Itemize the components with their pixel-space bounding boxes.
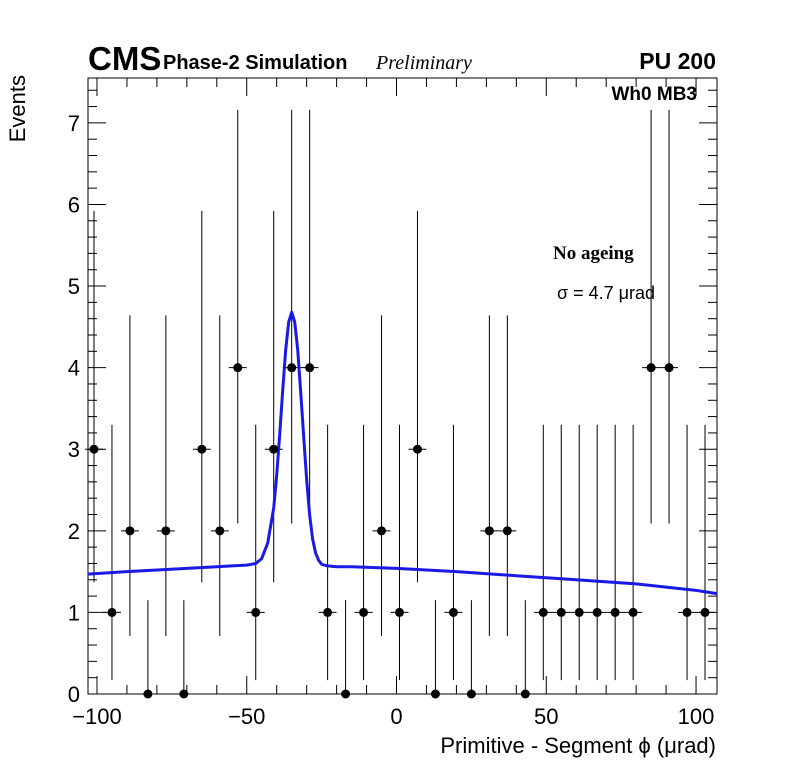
error-bar xyxy=(444,424,463,681)
error-bar xyxy=(516,600,535,695)
error-bar xyxy=(408,210,427,583)
data-point xyxy=(305,363,315,373)
error-bar xyxy=(480,315,499,637)
data-point xyxy=(269,444,279,454)
error-bar xyxy=(228,109,247,524)
error-bar xyxy=(156,315,175,637)
y-tick-labels: 0 1 2 3 4 5 6 7 xyxy=(68,111,80,707)
data-point xyxy=(592,607,602,617)
data-point xyxy=(143,689,153,699)
data-point xyxy=(502,526,512,536)
x-axis-title: Primitive - Segment ϕ (μrad) xyxy=(440,733,716,758)
error-bar xyxy=(390,424,409,681)
error-bar xyxy=(642,109,661,524)
error-bar xyxy=(462,600,481,695)
error-bar xyxy=(138,600,157,695)
error-bar xyxy=(192,210,211,583)
error-bar xyxy=(606,424,625,681)
error-bar xyxy=(336,600,355,695)
error-bar xyxy=(696,424,715,681)
data-point xyxy=(646,363,656,373)
data-point xyxy=(484,526,494,536)
y-axis-title: Events xyxy=(5,75,30,142)
data-point xyxy=(538,607,548,617)
data-point xyxy=(215,526,225,536)
y-tick-label: 2 xyxy=(68,519,80,544)
data-points xyxy=(89,363,710,699)
error-bar xyxy=(552,424,571,681)
fit-curve xyxy=(87,310,718,596)
sigma-label: σ = 4.7 μrad xyxy=(557,283,655,303)
station-label: Wh0 MB3 xyxy=(612,84,698,105)
experiment-label: CMS xyxy=(88,40,161,77)
data-point xyxy=(251,607,261,617)
y-tick-label: 3 xyxy=(68,437,80,462)
subtitle-label: Phase-2 Simulation xyxy=(163,52,348,74)
error-bar xyxy=(300,109,319,524)
data-point xyxy=(664,363,674,373)
data-point xyxy=(412,444,422,454)
data-point xyxy=(341,689,351,699)
data-point xyxy=(430,689,440,699)
x-tick-label: 0 xyxy=(390,704,402,729)
x-tick-label: −50 xyxy=(228,704,265,729)
error-bar xyxy=(210,315,229,637)
x-tick-label: 50 xyxy=(534,704,558,729)
data-point xyxy=(107,607,117,617)
data-point xyxy=(520,689,530,699)
error-bar xyxy=(174,600,193,695)
error-bar xyxy=(660,109,679,524)
data-point xyxy=(556,607,566,617)
data-point xyxy=(359,607,369,617)
data-point xyxy=(466,689,476,699)
status-label: Preliminary xyxy=(375,52,472,74)
data-point xyxy=(574,607,584,617)
data-point xyxy=(700,607,710,617)
error-bar xyxy=(624,424,643,681)
y-tick-label: 1 xyxy=(68,600,80,625)
error-bar xyxy=(372,315,391,637)
error-bar xyxy=(246,424,265,681)
error-bar xyxy=(534,424,553,681)
x-tick-label: 100 xyxy=(678,704,715,729)
axis-ticks xyxy=(88,78,717,695)
error-bar xyxy=(678,424,697,681)
x-tick-labels: −100 −50 0 50 100 xyxy=(72,704,714,729)
error-bars xyxy=(85,109,715,695)
condition-label: No ageing xyxy=(553,243,634,264)
y-tick-label: 4 xyxy=(68,356,80,381)
error-bar xyxy=(102,424,121,681)
error-bar xyxy=(498,315,517,637)
plot-frame xyxy=(87,77,718,695)
error-bar xyxy=(318,424,337,681)
data-point xyxy=(628,607,638,617)
data-point xyxy=(323,607,333,617)
data-point xyxy=(89,444,99,454)
data-point xyxy=(161,526,171,536)
error-bar xyxy=(570,424,589,681)
error-bar xyxy=(588,424,607,681)
data-point xyxy=(233,363,243,373)
pileup-label: PU 200 xyxy=(639,48,716,74)
error-bar xyxy=(264,210,283,583)
data-point xyxy=(179,689,189,699)
error-bar xyxy=(426,600,445,695)
error-bar xyxy=(120,315,139,637)
data-point xyxy=(395,607,405,617)
y-tick-label: 7 xyxy=(68,111,80,136)
data-point xyxy=(610,607,620,617)
y-tick-label: 5 xyxy=(68,274,80,299)
data-point xyxy=(197,444,207,454)
data-point xyxy=(448,607,458,617)
y-tick-label: 0 xyxy=(68,682,80,707)
data-point xyxy=(682,607,692,617)
data-point xyxy=(377,526,387,536)
y-tick-label: 6 xyxy=(68,192,80,217)
x-tick-label: −100 xyxy=(72,704,122,729)
data-point xyxy=(125,526,135,536)
data-point xyxy=(287,363,297,373)
error-bar xyxy=(354,424,373,681)
